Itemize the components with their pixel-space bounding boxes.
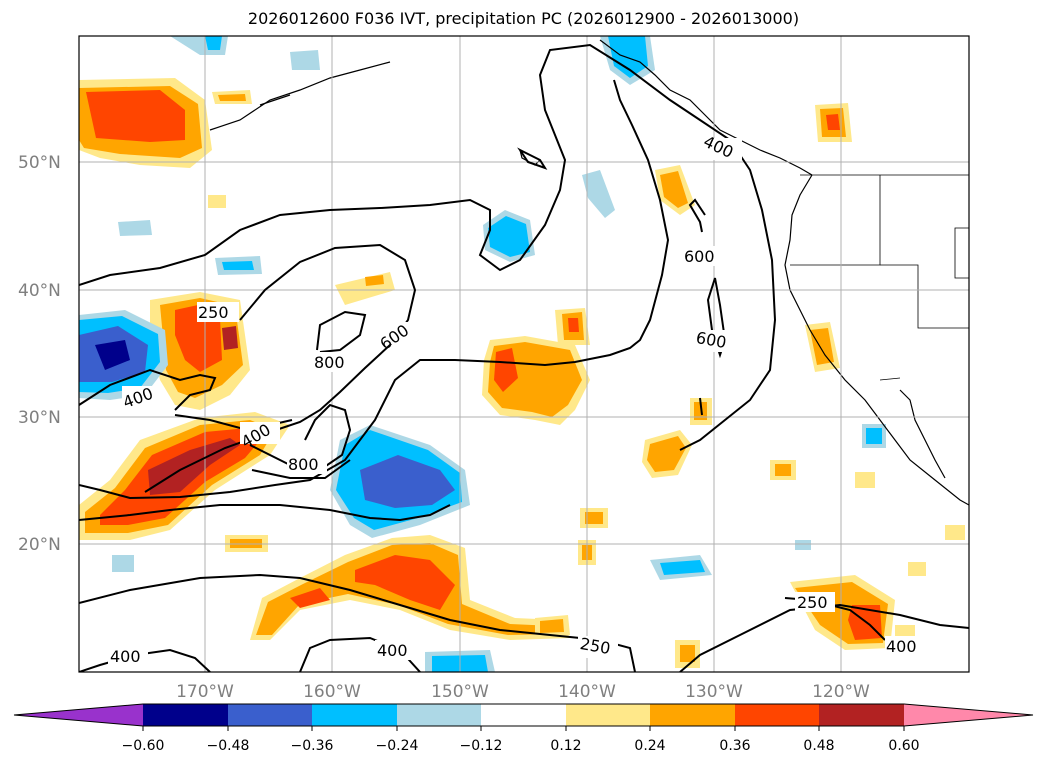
positive-anomaly bbox=[855, 472, 875, 488]
positive-anomaly bbox=[218, 94, 246, 101]
positive-anomaly bbox=[826, 114, 840, 130]
colorbar-high-arrow bbox=[904, 704, 1033, 726]
map-title: 2026012600 F036 IVT, precipitation PC (2… bbox=[247, 9, 800, 28]
lat-label: 50°N bbox=[18, 153, 61, 173]
colorbar: −0.60 −0.48 −0.36 −0.24 −0.12 0.12 0.24 … bbox=[13, 703, 1034, 754]
positive-anomaly bbox=[540, 619, 564, 633]
colorbar-tick-label: 0.36 bbox=[719, 738, 750, 754]
contour-label: 600 bbox=[684, 247, 715, 266]
positive-anomaly bbox=[660, 171, 688, 208]
positive-anomaly bbox=[945, 525, 965, 540]
colorbar-tick-label: 0.48 bbox=[803, 738, 834, 754]
positive-anomaly bbox=[810, 328, 834, 365]
latitude-labels: 50°N 40°N 30°N 20°N bbox=[18, 153, 61, 555]
positive-anomaly bbox=[365, 275, 384, 286]
colorbar-segment bbox=[312, 704, 397, 726]
contour-label: 400 bbox=[110, 647, 141, 666]
negative-anomaly bbox=[360, 455, 455, 508]
positive-anomaly bbox=[290, 588, 330, 608]
longitude-labels: 170°W 160°W 150°W 140°W 130°W 120°W bbox=[176, 682, 870, 702]
negative-anomaly bbox=[118, 220, 152, 236]
lon-label: 150°W bbox=[431, 682, 489, 702]
colorbar-ticks bbox=[142, 726, 905, 731]
map-layers: 250 400 600 800 400 800 600 400 600 250 … bbox=[79, 36, 969, 672]
contour-label: 800 bbox=[288, 455, 319, 474]
lat-label: 20°N bbox=[18, 535, 61, 555]
positive-anomaly bbox=[568, 318, 579, 332]
contour-label: 400 bbox=[886, 637, 917, 656]
lon-label: 170°W bbox=[176, 682, 234, 702]
positive-anomaly bbox=[775, 464, 791, 476]
colorbar-low-arrow bbox=[14, 704, 143, 726]
colorbar-segment bbox=[819, 704, 904, 726]
positive-anomaly bbox=[355, 555, 455, 610]
lon-label: 160°W bbox=[303, 682, 361, 702]
positive-anomaly bbox=[86, 90, 185, 142]
colorbar-segment bbox=[650, 704, 735, 726]
lon-label: 140°W bbox=[558, 682, 616, 702]
positive-anomaly bbox=[694, 402, 707, 420]
lon-label: 120°W bbox=[812, 682, 870, 702]
contour-labels: 250 400 600 800 400 800 600 400 600 250 … bbox=[110, 131, 917, 666]
colorbar-tick-label: −0.60 bbox=[122, 738, 165, 754]
colorbar-tick-label: −0.36 bbox=[291, 738, 334, 754]
negative-anomaly bbox=[866, 428, 882, 444]
colorbar-segment bbox=[228, 704, 312, 726]
positive-anomaly bbox=[680, 645, 695, 662]
colorbar-segment bbox=[397, 704, 481, 726]
lat-label: 30°N bbox=[18, 408, 61, 428]
negative-anomaly bbox=[205, 36, 222, 50]
colorbar-tick-label: −0.48 bbox=[207, 738, 250, 754]
positive-anomaly bbox=[222, 326, 238, 350]
negative-anomaly bbox=[222, 261, 254, 270]
contour-label: 250 bbox=[797, 593, 828, 612]
contour-label: 250 bbox=[198, 303, 229, 322]
positive-anomaly bbox=[647, 436, 686, 472]
lat-label: 40°N bbox=[18, 281, 61, 301]
negative-anomaly bbox=[95, 340, 130, 370]
negative-anomaly bbox=[608, 36, 648, 78]
negative-anomaly bbox=[795, 540, 811, 550]
positive-anomaly bbox=[585, 512, 603, 524]
colorbar-segment bbox=[481, 704, 566, 726]
state-borders bbox=[790, 174, 969, 381]
colorbar-segment bbox=[143, 704, 228, 726]
colorbar-segment bbox=[566, 704, 650, 726]
colorbar-tick-label: 0.60 bbox=[888, 738, 919, 754]
positive-anomaly bbox=[908, 562, 926, 576]
colorbar-tick-label: −0.12 bbox=[460, 738, 503, 754]
colorbar-tick-label: 0.12 bbox=[550, 738, 581, 754]
contour-label: 400 bbox=[377, 641, 408, 660]
lon-label: 130°W bbox=[685, 682, 743, 702]
map-frame bbox=[78, 35, 970, 673]
negative-anomaly bbox=[112, 555, 134, 572]
colorbar-tick-label: 0.24 bbox=[634, 738, 665, 754]
negative-anomaly bbox=[582, 170, 615, 218]
negative-anomaly bbox=[660, 560, 705, 575]
positive-anomaly bbox=[208, 195, 226, 208]
colorbar-segment bbox=[735, 704, 819, 726]
negative-anomaly bbox=[290, 50, 320, 70]
contour-label: 800 bbox=[314, 353, 345, 372]
negative-anomaly bbox=[488, 216, 530, 257]
positive-anomaly bbox=[494, 348, 518, 392]
colorbar-tick-label: −0.24 bbox=[376, 738, 419, 754]
